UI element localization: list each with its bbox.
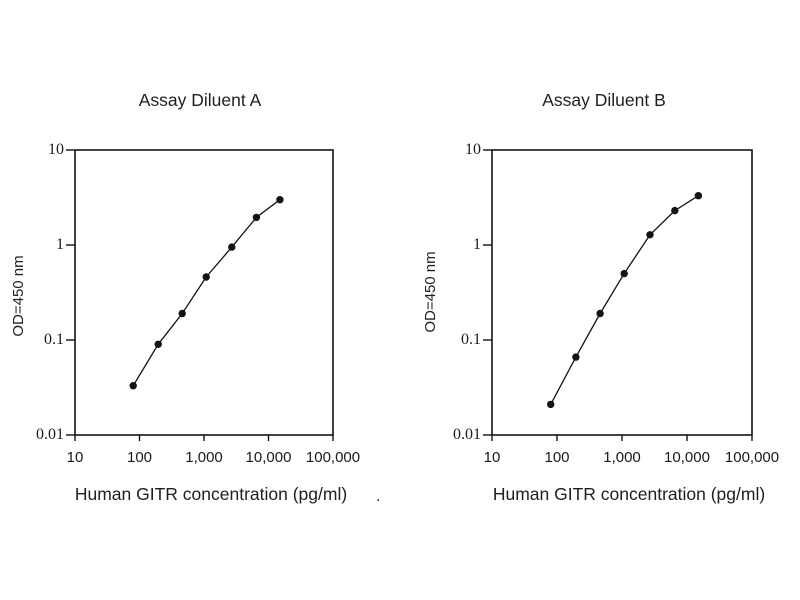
stray-period-mark: . xyxy=(376,488,381,505)
data-point xyxy=(547,400,555,409)
x-tick-label: 1,000 xyxy=(603,449,641,466)
x-tick-label: 100,000 xyxy=(305,449,361,466)
data-point xyxy=(694,192,703,200)
y-tick-label: 0.1 xyxy=(44,331,64,348)
y-tick-label: 1 xyxy=(56,236,64,253)
y-tick-label: 0.01 xyxy=(453,426,481,443)
data-line xyxy=(550,195,699,405)
x-tick-label: 100 xyxy=(126,449,153,466)
chart-a-title: Assay Diluent A xyxy=(138,90,262,110)
y-tick-label: 0.1 xyxy=(461,331,481,348)
x-tick-label: 10,000 xyxy=(664,449,710,466)
x-tick-label: 1,000 xyxy=(185,449,223,466)
data-point xyxy=(129,382,137,390)
data-point xyxy=(620,269,628,278)
x-tick-label: 10 xyxy=(66,449,84,466)
data-point xyxy=(646,231,654,239)
x-tick-label: 10 xyxy=(483,449,501,466)
plot-border xyxy=(491,149,753,436)
x-tick-label: 100,000 xyxy=(724,449,780,466)
data-point xyxy=(276,196,284,204)
data-point xyxy=(202,273,210,281)
x-tick-label: 100 xyxy=(544,449,570,466)
data-point xyxy=(252,213,261,222)
data-point xyxy=(572,353,580,361)
chart-b-x-axis-title: Human GITR concentration (pg/ml) xyxy=(492,484,766,504)
data-line xyxy=(132,199,281,387)
y-tick-label: 1 xyxy=(473,236,481,253)
y-tick-label: 0.01 xyxy=(36,426,64,443)
plot-border xyxy=(74,149,334,436)
data-point xyxy=(228,243,236,251)
data-point xyxy=(178,309,186,318)
chart-b-y-axis-title: OD=450 nm xyxy=(422,251,439,333)
x-tick-label: 10,000 xyxy=(245,449,292,466)
chart-b-title: Assay Diluent B xyxy=(542,90,666,110)
data-point xyxy=(154,340,162,348)
y-tick-label: 10 xyxy=(48,141,64,158)
chart-a-x-axis-title: Human GITR concentration (pg/ml) xyxy=(74,484,348,504)
chart-a-y-axis-title: OD=450 nm xyxy=(10,255,27,337)
data-point xyxy=(596,309,604,318)
data-point xyxy=(671,206,679,215)
y-tick-label: 10 xyxy=(465,141,481,158)
